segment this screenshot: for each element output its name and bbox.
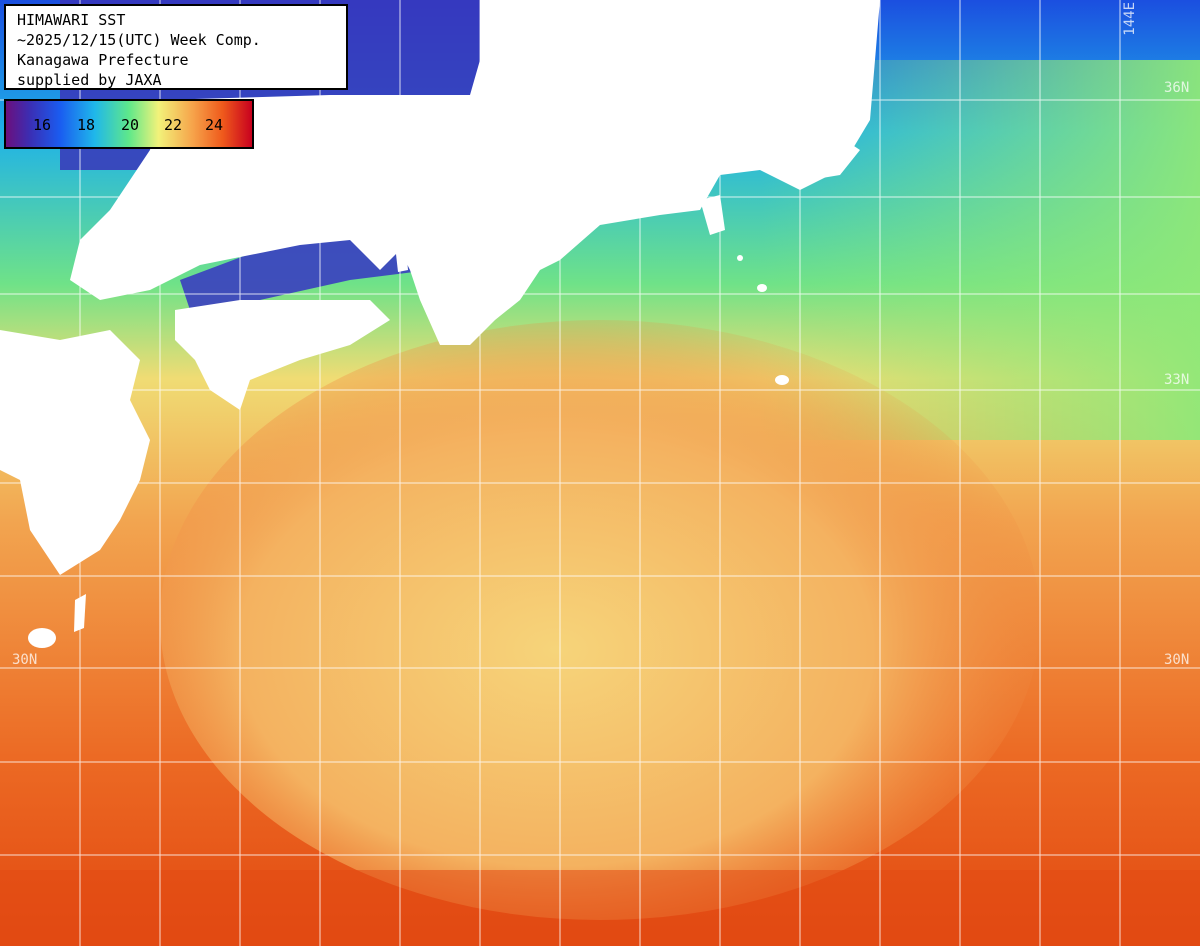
- boso-peninsula: [800, 130, 860, 180]
- legend-tick-16: 16: [33, 116, 52, 134]
- title-box: HIMAWARI SST ~2025/12/15(UTC) Week Comp.…: [4, 4, 348, 90]
- lat-label-30n-right: 30N: [1164, 652, 1190, 668]
- title-line-2: ~2025/12/15(UTC) Week Comp.: [17, 31, 261, 49]
- izu-island-2: [775, 375, 789, 385]
- izu-island-1: [757, 284, 767, 292]
- lat-label-30n-left: 30N: [12, 652, 38, 668]
- legend-tick-18: 18: [77, 116, 96, 134]
- ocean-hot-edge: [0, 870, 1200, 946]
- land: [0, 0, 880, 648]
- lat-label-33n: 33N: [1164, 372, 1190, 388]
- legend-tick-24: 24: [205, 116, 224, 134]
- shikoku: [175, 300, 390, 410]
- lon-label-136e: 136E: [481, 2, 497, 36]
- legend-tick-22: 22: [164, 116, 183, 134]
- izu-peninsula: [700, 195, 725, 235]
- legend-tick-20: 20: [121, 116, 140, 134]
- title-line-1: HIMAWARI SST: [17, 11, 126, 29]
- honshu: [70, 0, 880, 345]
- yakushima-island: [28, 628, 56, 648]
- awaji-island: [395, 238, 408, 272]
- lon-label-144e: 144E: [1122, 2, 1138, 36]
- color-legend: 16 18 20 22 24: [4, 99, 254, 149]
- title-line-3: Kanagawa Prefecture: [17, 51, 189, 69]
- lat-label-36n: 36N: [1164, 80, 1190, 96]
- izu-island-3: [737, 255, 743, 261]
- ocean-warm-pool: [160, 320, 1040, 920]
- kyushu: [0, 330, 150, 575]
- title-line-4: supplied by JAXA: [17, 71, 162, 89]
